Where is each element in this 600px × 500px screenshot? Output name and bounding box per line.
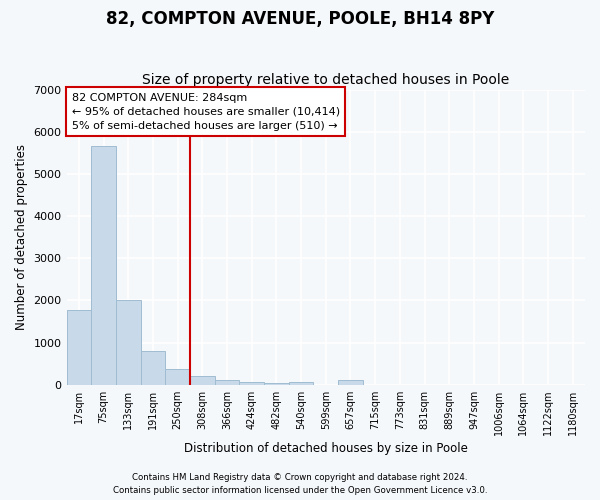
Bar: [67, 310, 91, 384]
Bar: [215, 380, 239, 384]
Text: Contains HM Land Registry data © Crown copyright and database right 2024.
Contai: Contains HM Land Registry data © Crown c…: [113, 474, 487, 495]
Text: 82, COMPTON AVENUE, POOLE, BH14 8PY: 82, COMPTON AVENUE, POOLE, BH14 8PY: [106, 10, 494, 28]
Bar: [116, 300, 140, 384]
Bar: [338, 380, 363, 384]
Bar: [190, 376, 215, 384]
X-axis label: Distribution of detached houses by size in Poole: Distribution of detached houses by size …: [184, 442, 468, 455]
Y-axis label: Number of detached properties: Number of detached properties: [15, 144, 28, 330]
Bar: [140, 351, 165, 384]
Title: Size of property relative to detached houses in Poole: Size of property relative to detached ho…: [142, 73, 509, 87]
Bar: [239, 382, 264, 384]
Bar: [264, 382, 289, 384]
Bar: [91, 146, 116, 384]
Bar: [165, 368, 190, 384]
Bar: [289, 382, 313, 384]
Text: 82 COMPTON AVENUE: 284sqm
← 95% of detached houses are smaller (10,414)
5% of se: 82 COMPTON AVENUE: 284sqm ← 95% of detac…: [72, 92, 340, 130]
